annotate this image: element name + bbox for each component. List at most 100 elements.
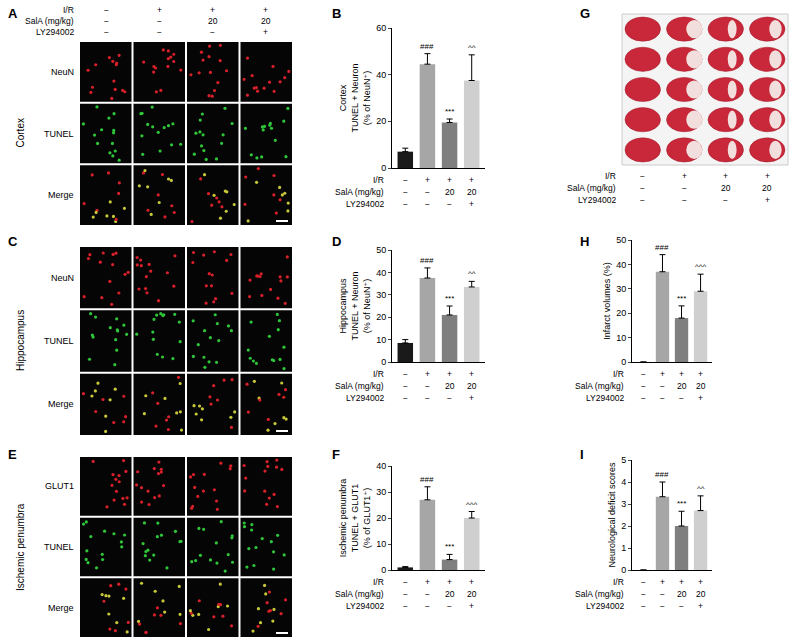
svg-text:SalA (mg/kg): SalA (mg/kg) bbox=[335, 589, 384, 599]
svg-text:−: − bbox=[447, 199, 452, 209]
svg-text:Infarct volumes (%): Infarct volumes (%) bbox=[602, 262, 612, 340]
svg-text:I/R: I/R bbox=[373, 175, 384, 185]
svg-text:20: 20 bbox=[467, 381, 477, 391]
svg-text:20: 20 bbox=[467, 589, 477, 599]
svg-text:10: 10 bbox=[376, 539, 386, 549]
svg-text:1: 1 bbox=[621, 543, 626, 553]
svg-text:Neurological deficit scores: Neurological deficit scores bbox=[607, 462, 617, 568]
svg-text:−: − bbox=[403, 369, 408, 379]
svg-text:SalA (mg/kg): SalA (mg/kg) bbox=[575, 381, 624, 391]
svg-text:+: + bbox=[469, 199, 474, 209]
svg-text:−: − bbox=[641, 589, 646, 599]
svg-text:20: 20 bbox=[696, 381, 706, 391]
svg-text:+: + bbox=[263, 5, 268, 15]
svg-text:SalA (mg/kg): SalA (mg/kg) bbox=[335, 187, 384, 197]
svg-text:###: ### bbox=[420, 256, 434, 265]
svg-text:+: + bbox=[469, 175, 474, 185]
svg-text:***: *** bbox=[677, 499, 686, 508]
svg-text:20: 20 bbox=[445, 381, 455, 391]
svg-text:+: + bbox=[469, 601, 474, 611]
svg-text:I/R: I/R bbox=[613, 369, 624, 379]
svg-text:−: − bbox=[403, 601, 408, 611]
svg-text:+: + bbox=[425, 175, 430, 185]
svg-text:I/R: I/R bbox=[373, 369, 384, 379]
svg-text:40: 40 bbox=[376, 461, 386, 471]
svg-text:−: − bbox=[641, 577, 646, 587]
svg-text:GLUT1: GLUT1 bbox=[45, 481, 74, 491]
svg-text:−: − bbox=[660, 601, 665, 611]
svg-text:−: − bbox=[425, 199, 430, 209]
svg-text:+: + bbox=[698, 601, 703, 611]
svg-text:HippocampusTUNEL + Neuron(% of: HippocampusTUNEL + Neuron(% of NeuN⁺) bbox=[338, 272, 371, 341]
svg-text:60: 60 bbox=[376, 23, 386, 33]
svg-text:20: 20 bbox=[376, 312, 386, 322]
svg-text:10: 10 bbox=[376, 335, 386, 345]
svg-text:NeuN: NeuN bbox=[51, 273, 74, 283]
svg-text:+: + bbox=[660, 577, 665, 587]
svg-text:4: 4 bbox=[621, 477, 626, 487]
svg-text:−: − bbox=[682, 183, 687, 193]
svg-text:−: − bbox=[679, 601, 684, 611]
svg-text:Merge: Merge bbox=[48, 190, 74, 200]
svg-text:CortexTUNEL + Neuron(% of NeuN: CortexTUNEL + Neuron(% of NeuN⁺) bbox=[338, 64, 371, 133]
svg-text:***: *** bbox=[445, 542, 454, 551]
svg-text:Cortex: Cortex bbox=[15, 118, 26, 147]
svg-text:+: + bbox=[425, 577, 430, 587]
svg-text:−: − bbox=[157, 27, 162, 37]
svg-text:###: ### bbox=[655, 243, 669, 252]
svg-text:+: + bbox=[210, 5, 215, 15]
svg-text:LY294002: LY294002 bbox=[36, 27, 74, 37]
svg-text:−: − bbox=[403, 577, 408, 587]
svg-text:−: − bbox=[403, 589, 408, 599]
svg-text:−: − bbox=[425, 393, 430, 403]
svg-text:^^^: ^^^ bbox=[695, 262, 707, 271]
svg-text:***: *** bbox=[445, 294, 454, 303]
svg-text:−: − bbox=[641, 393, 646, 403]
svg-text:+: + bbox=[469, 577, 474, 587]
svg-text:−: − bbox=[425, 381, 430, 391]
svg-text:−: − bbox=[403, 393, 408, 403]
svg-text:TUNEL: TUNEL bbox=[44, 129, 74, 139]
svg-text:0: 0 bbox=[381, 565, 386, 575]
svg-text:I/R: I/R bbox=[373, 577, 384, 587]
svg-text:20: 20 bbox=[467, 187, 477, 197]
svg-text:Merge: Merge bbox=[48, 603, 74, 613]
svg-text:−: − bbox=[640, 171, 645, 181]
svg-text:I/R: I/R bbox=[613, 577, 624, 587]
svg-text:I: I bbox=[580, 447, 584, 462]
svg-text:30: 30 bbox=[376, 290, 386, 300]
svg-text:−: − bbox=[403, 187, 408, 197]
svg-text:−: − bbox=[425, 187, 430, 197]
svg-text:20: 20 bbox=[445, 187, 455, 197]
svg-text:40: 40 bbox=[376, 268, 386, 278]
svg-text:LY294002: LY294002 bbox=[346, 601, 384, 611]
svg-text:−: − bbox=[679, 393, 684, 403]
svg-text:Hippocampus: Hippocampus bbox=[15, 310, 26, 371]
svg-text:20: 20 bbox=[721, 183, 731, 193]
svg-text:5: 5 bbox=[621, 455, 626, 465]
svg-text:0: 0 bbox=[621, 565, 626, 575]
svg-text:−: − bbox=[425, 601, 430, 611]
svg-text:+: + bbox=[425, 369, 430, 379]
svg-text:SalA (mg/kg): SalA (mg/kg) bbox=[567, 183, 616, 193]
svg-text:+: + bbox=[157, 5, 162, 15]
svg-text:B: B bbox=[332, 6, 341, 21]
svg-text:D: D bbox=[332, 234, 341, 249]
svg-text:LY294002: LY294002 bbox=[586, 393, 624, 403]
svg-text:20: 20 bbox=[696, 589, 706, 599]
svg-text:SalA (mg/kg): SalA (mg/kg) bbox=[335, 381, 384, 391]
svg-text:−: − bbox=[104, 5, 109, 15]
svg-text:−: − bbox=[104, 27, 109, 37]
svg-text:2: 2 bbox=[621, 521, 626, 531]
svg-text:+: + bbox=[679, 369, 684, 379]
svg-text:H: H bbox=[580, 234, 589, 249]
svg-text:−: − bbox=[104, 16, 109, 26]
svg-text:Ischemic penumbra: Ischemic penumbra bbox=[15, 503, 26, 591]
svg-text:−: − bbox=[660, 393, 665, 403]
svg-text:−: − bbox=[447, 601, 452, 611]
svg-text:−: − bbox=[640, 195, 645, 205]
svg-text:20: 20 bbox=[445, 589, 455, 599]
svg-text:−: − bbox=[723, 195, 728, 205]
svg-text:40: 40 bbox=[376, 70, 386, 80]
svg-text:###: ### bbox=[655, 470, 669, 479]
